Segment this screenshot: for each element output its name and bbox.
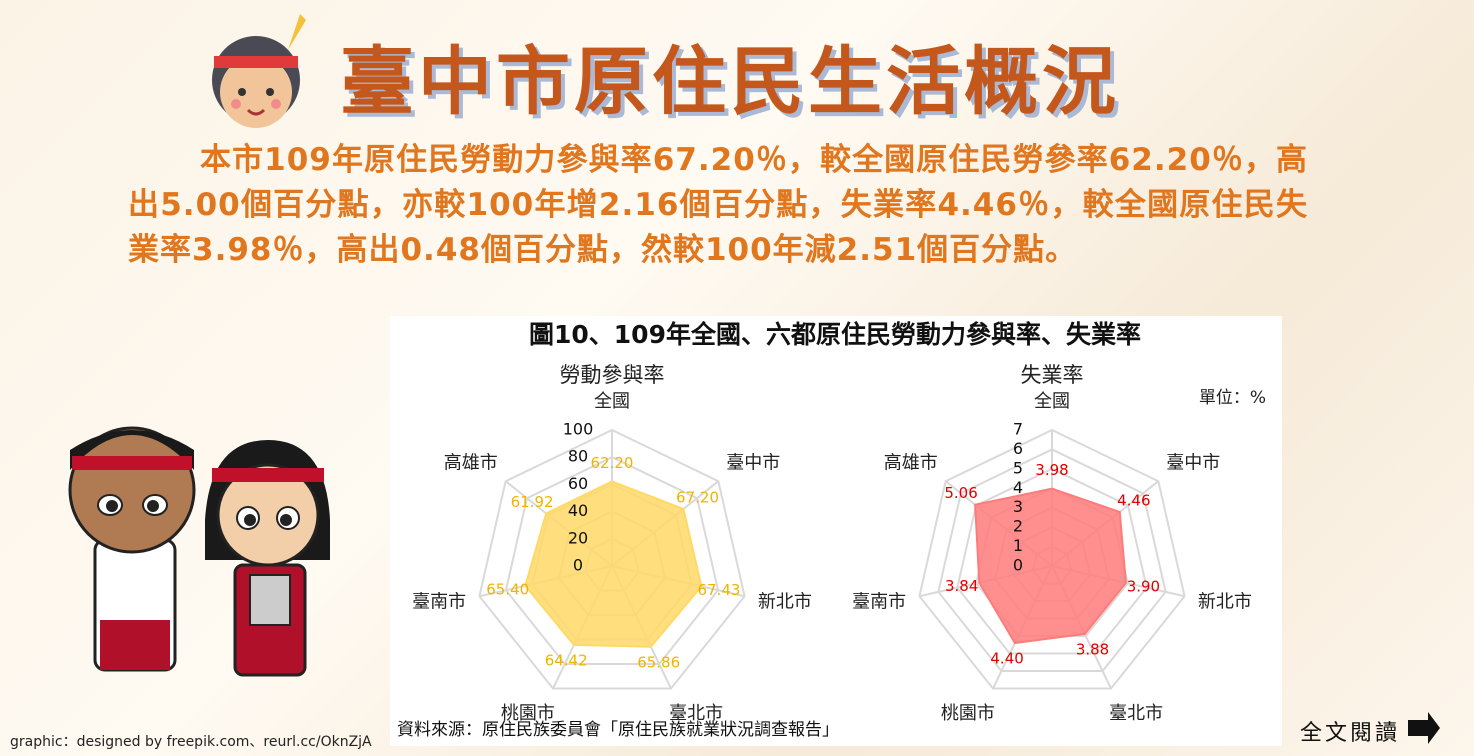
- value-label: 65.86: [637, 653, 680, 671]
- value-label: 61.92: [511, 493, 554, 511]
- summary-text: 本市109年原住民勞動力參與率67.20％，較全國原住民勞參率62.20％，高出…: [128, 142, 1308, 268]
- unit-label: 單位：%: [1199, 388, 1266, 408]
- r-tick-label: 3: [1013, 497, 1023, 516]
- source-note: 資料來源：原住民族委員會「原住民族就業狀況調查報告」: [397, 720, 839, 740]
- read-more-link[interactable]: 全文閱讀: [1300, 721, 1401, 746]
- r-tick-label: 80: [568, 447, 588, 466]
- page-title: 臺中市原住民生活概況: [340, 39, 1120, 125]
- header-icon: [212, 14, 306, 128]
- category-label: 臺中市: [1166, 453, 1220, 474]
- value-label: 65.40: [486, 580, 529, 598]
- grid-ring: [504, 456, 720, 666]
- r-tick-label: 40: [568, 501, 588, 520]
- category-label: 新北市: [758, 591, 812, 612]
- value-label: 5.06: [944, 484, 977, 502]
- category-label: 高雄市: [884, 453, 938, 474]
- r-tick-label: 0: [1013, 556, 1023, 575]
- category-label: 全國: [594, 391, 630, 412]
- chart-subtitle: 勞動參與率: [560, 363, 665, 387]
- characters: [68, 426, 330, 677]
- r-tick-label: 4: [1013, 478, 1023, 497]
- radar-area: [974, 487, 1127, 645]
- figure-title: 圖10、109年全國、六都原住民勞動力參與率、失業率: [529, 320, 1141, 349]
- arrow-icon: [1408, 712, 1440, 744]
- chart-subtitle: 失業率: [1021, 363, 1084, 387]
- value-label: 4.40: [990, 650, 1023, 668]
- r-tick-label: 6: [1013, 439, 1023, 458]
- value-label: 3.98: [1035, 461, 1068, 479]
- credit: graphic：designed by freepik.com、reurl.cc…: [10, 734, 372, 750]
- value-label: 3.88: [1076, 641, 1109, 659]
- category-label: 臺北市: [1109, 703, 1163, 724]
- grid-ring: [918, 428, 1186, 690]
- category-label: 高雄市: [444, 453, 498, 474]
- radar-area: [524, 480, 703, 648]
- r-tick-label: 0: [573, 556, 583, 575]
- grid-ring: [956, 467, 1148, 655]
- r-tick-label: 20: [568, 528, 588, 547]
- category-label: 新北市: [1198, 591, 1252, 612]
- grid-ring: [937, 448, 1167, 673]
- value-label: 3.90: [1127, 577, 1160, 595]
- category-label: 臺南市: [412, 591, 466, 612]
- r-tick-label: 5: [1013, 458, 1023, 477]
- category-label: 臺南市: [852, 591, 906, 612]
- r-tick-label: 7: [1013, 420, 1023, 439]
- value-label: 4.46: [1117, 491, 1150, 509]
- grid-ring: [478, 428, 746, 690]
- r-tick-label: 100: [563, 420, 594, 439]
- r-tick-label: 1: [1013, 536, 1023, 555]
- value-label: 64.42: [545, 652, 588, 670]
- category-label: 臺中市: [726, 453, 780, 474]
- value-label: 3.84: [945, 577, 978, 595]
- category-label: 桃園市: [941, 703, 995, 724]
- category-label: 臺北市: [669, 703, 723, 724]
- r-tick-label: 60: [568, 474, 588, 493]
- r-tick-label: 2: [1013, 517, 1023, 536]
- category-label: 全國: [1034, 391, 1070, 412]
- value-label: 67.43: [697, 581, 740, 599]
- value-label: 67.20: [676, 488, 719, 506]
- value-label: 62.20: [591, 454, 634, 472]
- category-label: 桃園市: [501, 703, 555, 724]
